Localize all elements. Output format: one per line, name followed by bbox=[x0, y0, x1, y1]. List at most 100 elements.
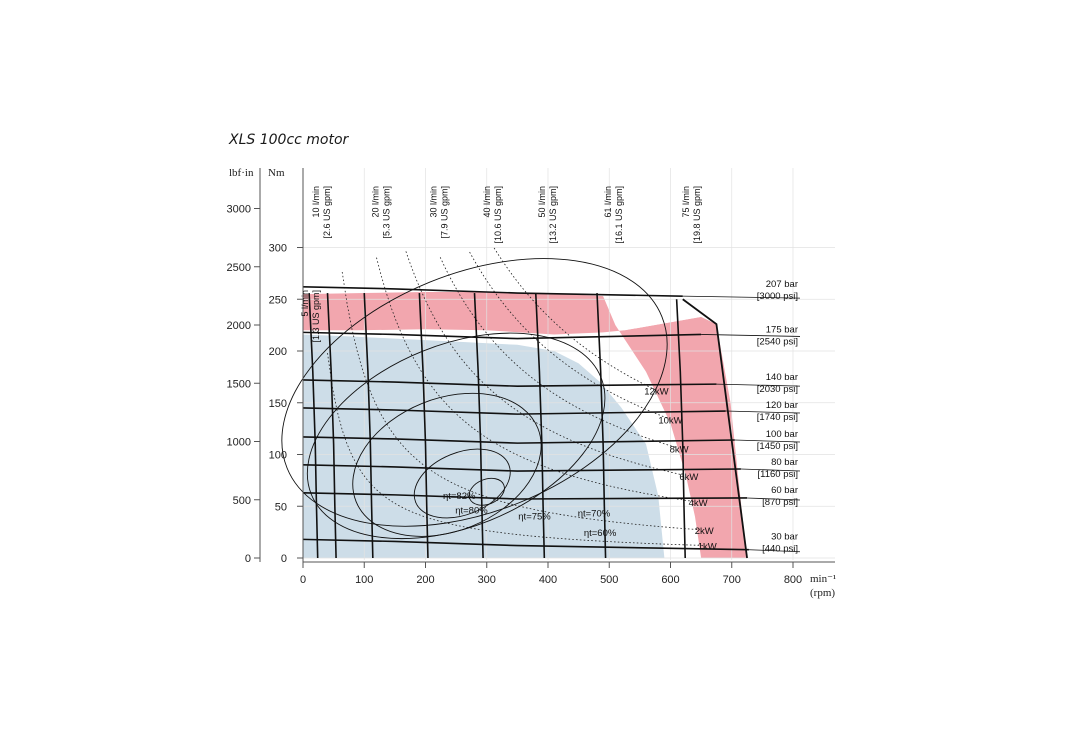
flow-label-gpm: [1.3 US gpm] bbox=[311, 290, 321, 343]
max-boundary bbox=[682, 298, 748, 559]
pressure-label-psi: [1450 psi] bbox=[757, 441, 798, 452]
y-tick-label-nm: 300 bbox=[269, 243, 287, 255]
intermittent-region bbox=[303, 292, 748, 558]
efficiency-label: ηt=60% bbox=[584, 528, 617, 539]
pressure-label-bar: 140 bar bbox=[766, 372, 798, 383]
flow-curve-6 bbox=[596, 293, 607, 559]
power-curve-3 bbox=[405, 251, 686, 476]
efficiency-contour-4 bbox=[281, 258, 668, 527]
y-tick-label-lbfin: 1000 bbox=[227, 437, 251, 449]
peak-region bbox=[603, 296, 717, 331]
flow-label-gpm: [7.9 US gpm] bbox=[440, 186, 450, 239]
pressure-label-bar: 100 bar bbox=[766, 429, 798, 440]
operating-regions bbox=[303, 292, 748, 558]
pressure-label-psi: [2540 psi] bbox=[757, 336, 798, 347]
flow-curve-2 bbox=[363, 293, 374, 559]
flow-label-7: 75 l/min [19.8 US gpm] bbox=[681, 186, 702, 244]
flow-label-4: 40 l/min [10.6 US gpm] bbox=[482, 186, 503, 244]
chart-title: XLS 100cc motor bbox=[229, 132, 349, 148]
pressure-label-bar: 30 bar bbox=[771, 531, 798, 542]
power-label: 1kW bbox=[698, 542, 717, 553]
pressure-curve-0 bbox=[302, 286, 683, 297]
flow-label-gpm: [19.8 US gpm] bbox=[692, 186, 702, 244]
y-tick-label-nm: 100 bbox=[269, 450, 287, 462]
x-tick-label: 100 bbox=[355, 574, 373, 586]
pressure-label-bar: 120 bar bbox=[766, 400, 798, 411]
efficiency-label: ηt=75% bbox=[518, 512, 551, 523]
pressure-label-psi: [1160 psi] bbox=[758, 469, 799, 480]
flow-and-pressure-curves bbox=[302, 286, 801, 559]
pressure-curve-2 bbox=[302, 379, 717, 387]
flow-label-rate: 61 l/min bbox=[603, 186, 613, 218]
efficiency-label: ηt=80% bbox=[455, 505, 488, 516]
x-tick-label: 700 bbox=[723, 574, 741, 586]
x-tick-label: 200 bbox=[416, 574, 434, 586]
y-tick-label-lbfin: 2000 bbox=[227, 320, 251, 332]
y-tick-label-lbfin: 2500 bbox=[227, 262, 251, 274]
efficiency-label: ηt=70% bbox=[578, 508, 611, 519]
y-axis-unit-nm: Nm bbox=[268, 167, 285, 179]
pressure-leader-7 bbox=[748, 549, 801, 553]
power-curve-0 bbox=[327, 353, 705, 546]
pressure-label-psi: [3000 psi] bbox=[757, 291, 798, 302]
flow-curve-3 bbox=[418, 293, 429, 559]
pressure-label-bar: 80 bar bbox=[771, 457, 798, 468]
flow-label-1: 10 l/min [2.6 US gpm] bbox=[311, 186, 332, 239]
x-tick-label: 0 bbox=[300, 574, 306, 586]
flow-label-rate: 10 l/min bbox=[311, 186, 321, 218]
power-curve-5 bbox=[469, 251, 671, 420]
flow-label-3: 30 l/min [7.9 US gpm] bbox=[429, 186, 450, 239]
power-label: 10kW bbox=[658, 415, 682, 426]
flow-label-rate: 40 l/min bbox=[482, 186, 492, 218]
power-curve-6 bbox=[493, 247, 656, 391]
pressure-leader-0 bbox=[682, 295, 801, 299]
pressure-label-psi: [2030 psi] bbox=[757, 384, 798, 395]
pressure-leader-2 bbox=[716, 383, 801, 387]
pressure-label-bar: 207 bar bbox=[766, 279, 798, 290]
flow-label-5: 50 l/min [13.2 US gpm] bbox=[537, 186, 558, 244]
x-tick-label: 300 bbox=[478, 574, 496, 586]
flow-label-rate: 30 l/min bbox=[429, 186, 439, 218]
pressure-label-bar: 60 bar bbox=[771, 485, 798, 496]
flow-label-rate: 20 l/min bbox=[370, 186, 380, 218]
flow-label-0: 5 l/min [1.3 US gpm] bbox=[300, 290, 321, 343]
curve-labels: 5 l/min [1.3 US gpm] 10 l/min [2.6 US gpm] 2… bbox=[300, 186, 798, 554]
y-tick-label-lbfin: 3000 bbox=[227, 204, 251, 216]
flow-label-gpm: [2.6 US gpm] bbox=[322, 186, 332, 239]
flow-label-gpm: [5.3 US gpm] bbox=[381, 186, 391, 239]
pressure-label-psi: [1740 psi] bbox=[757, 412, 798, 423]
flow-curve-7 bbox=[675, 299, 686, 559]
y-tick-label-nm: 200 bbox=[269, 346, 287, 358]
y-axis-unit-lbfin: lbf·in bbox=[229, 167, 254, 179]
y-tick-label-lbfin: 0 bbox=[245, 553, 251, 565]
x-tick-label: 600 bbox=[661, 574, 679, 586]
flow-label-rate: 50 l/min bbox=[537, 186, 547, 218]
x-tick-label: 800 bbox=[784, 574, 802, 586]
flow-label-6: 61 l/min [16.1 US gpm] bbox=[603, 186, 624, 244]
flow-label-gpm: [10.6 US gpm] bbox=[493, 186, 503, 244]
power-label: 4kW bbox=[689, 498, 708, 509]
efficiency-contour-2 bbox=[352, 392, 542, 537]
power-label: 8kW bbox=[670, 444, 689, 455]
pressure-curve-5 bbox=[302, 464, 741, 472]
axes: 0 100 200 300 400 500 600 700 800 min⁻¹ (rpm) 0 50 10… bbox=[227, 167, 837, 599]
y-tick-label-lbfin: 1500 bbox=[227, 378, 251, 390]
flow-label-rate: 75 l/min bbox=[681, 186, 691, 218]
pressure-curve-7 bbox=[302, 538, 749, 551]
pressure-curve-3 bbox=[302, 407, 726, 415]
pressure-label-psi: [870 psi] bbox=[762, 497, 798, 508]
x-tick-label: 500 bbox=[600, 574, 618, 586]
power-label: 12kW bbox=[644, 386, 668, 397]
power-label: 2kW bbox=[695, 526, 714, 537]
pressure-curve-4 bbox=[302, 436, 735, 444]
flow-curve-1 bbox=[326, 293, 337, 559]
pressure-leader-3 bbox=[725, 410, 801, 414]
pressure-label-psi: [440 psi] bbox=[762, 543, 798, 554]
x-axis-unit-alt: (rpm) bbox=[810, 587, 835, 599]
x-axis-unit: min⁻¹ bbox=[810, 573, 836, 585]
y-tick-label-nm: 50 bbox=[275, 501, 287, 513]
y-tick-label-nm: 0 bbox=[281, 553, 287, 565]
pressure-label-bar: 175 bar bbox=[766, 324, 798, 335]
pressure-leader-4 bbox=[734, 439, 801, 443]
continuous-region bbox=[303, 334, 665, 558]
